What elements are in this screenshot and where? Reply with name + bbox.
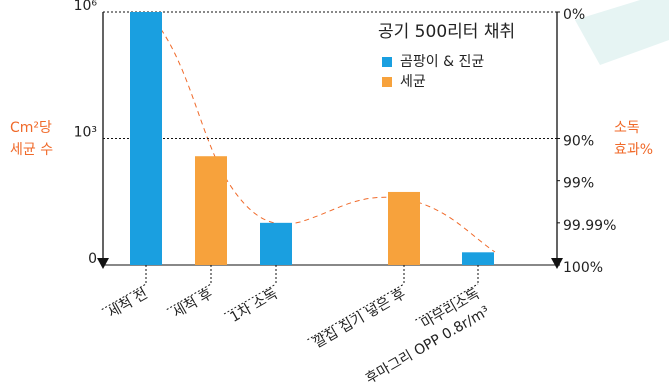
y2-label: 효과%	[614, 142, 653, 158]
label-underline	[415, 283, 479, 321]
axis-arrow	[551, 258, 563, 269]
y-tick-label: 10³	[74, 125, 97, 141]
label-underline	[307, 283, 405, 341]
x-label-group: 세척 후	[166, 283, 216, 321]
chart-title: 공기 500리터 채취	[378, 22, 515, 42]
bar	[260, 222, 292, 265]
y2-tick-label: 99%	[563, 176, 594, 192]
bar	[195, 156, 227, 265]
x-tick-label: 1차 소독	[228, 286, 281, 326]
y-tick-label: 0	[88, 251, 97, 267]
y-label: 세균 수	[10, 142, 53, 158]
x-label-group: 1차 소독	[223, 283, 281, 326]
x-label-group: 깔집 집기 넣은 후	[307, 283, 409, 352]
legend-label: 곰팡이 & 진균	[400, 54, 484, 70]
decor	[575, 0, 669, 65]
y2-tick-label: 0%	[563, 7, 585, 23]
legend-swatch	[382, 57, 392, 67]
y2-tick-label: 100%	[563, 260, 603, 276]
y2-label: 소독	[614, 120, 640, 136]
bar	[130, 12, 162, 265]
axis-arrow	[97, 258, 109, 269]
label-underline	[166, 283, 212, 310]
bar	[462, 252, 494, 265]
label-underline	[101, 283, 147, 310]
x-tick-label: 세척 후	[170, 286, 215, 321]
legend-label: 세균	[400, 74, 426, 90]
x-tick-label: 깔집 집기 넣은 후	[311, 286, 409, 352]
trend-curve	[149, 14, 496, 253]
legend-swatch	[382, 77, 392, 87]
bar	[388, 191, 420, 265]
y2-tick-label: 90%	[563, 134, 594, 150]
x-tick-label: 세척 전	[105, 286, 150, 321]
y2-tick-label: 99.99%	[563, 218, 616, 234]
x-label-group: 세척 전	[101, 283, 151, 321]
y-label: Cm²당	[10, 120, 52, 136]
y-tick-label: 10⁶	[74, 0, 98, 14]
